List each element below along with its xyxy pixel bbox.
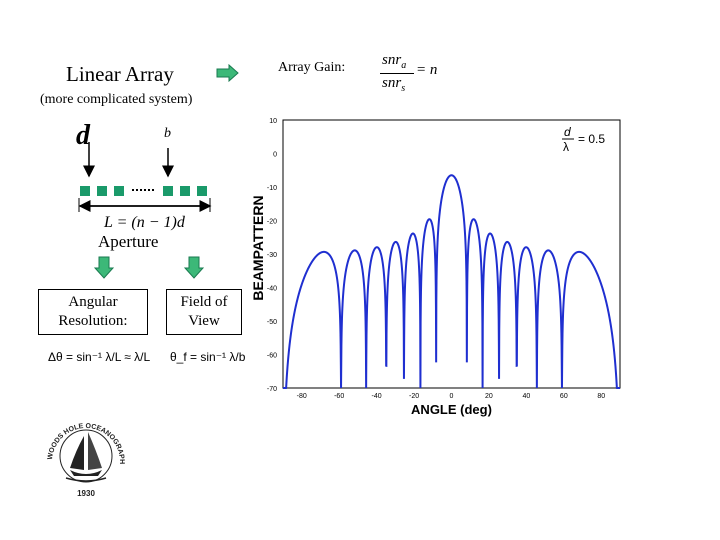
aperture-label: Aperture	[98, 232, 159, 251]
down-arrow-icon	[184, 256, 204, 279]
angular-resolution-box: Angular Resolution:	[38, 289, 148, 335]
x-tick-label: 40	[522, 393, 530, 400]
gain-formula: snra snrs = n	[380, 52, 440, 96]
whoi-logo: WOODS HOLE OCEANOGRAPHIC INSTITUTION 193…	[40, 410, 125, 498]
ship-sail-icon	[70, 436, 84, 470]
field-of-view-label: Field of View	[180, 294, 228, 329]
gain-label: Array Gain:	[278, 60, 346, 75]
gain-num-sub: a	[401, 60, 407, 71]
array-element	[163, 186, 173, 196]
fov-formula: θ_f = sin⁻¹ λ/b	[170, 350, 246, 364]
array-element	[114, 186, 124, 196]
x-tick-label: -80	[297, 393, 307, 400]
down-arrow-icon	[94, 256, 114, 279]
logo-ring	[59, 429, 113, 483]
y-tick-label: -50	[267, 319, 277, 326]
gain-rhs: = n	[416, 62, 438, 78]
b-label: b	[164, 126, 171, 141]
title: Linear Array	[66, 62, 174, 86]
y-tick-label: 0	[273, 152, 277, 159]
beampattern-line	[283, 174, 620, 389]
angular-resolution-label: Angular Resolution:	[58, 294, 128, 329]
x-tick-label: -60	[334, 393, 344, 400]
gain-den: snr	[382, 75, 402, 91]
d-label: d	[76, 120, 90, 151]
field-of-view-box: Field of View	[166, 289, 242, 335]
beampattern-chart: 10 0 -10 -20 -30 -40 -50 -60 -70 -80 -60 -40 -20 0 20 4…	[267, 118, 621, 417]
length-formula: L = (n − 1)d	[104, 214, 185, 231]
d-over-lambda-annotation: d λ = 0.5	[562, 125, 605, 154]
wave-icon	[65, 477, 107, 482]
y-tick-label: -10	[267, 185, 277, 192]
annotation-rhs: = 0.5	[578, 132, 605, 146]
y-tick-label: 10	[269, 118, 277, 125]
x-tick-label: 20	[485, 393, 493, 400]
ship-hull-icon	[70, 470, 102, 476]
y-tick-label: -70	[267, 386, 277, 393]
annotation-den: λ	[563, 140, 569, 154]
y-tick-label: -30	[267, 252, 277, 259]
array-element	[197, 186, 207, 196]
array-element	[80, 186, 90, 196]
subtitle: (more complicated system)	[40, 92, 193, 107]
array-element	[97, 186, 107, 196]
y-tick-label: -60	[267, 353, 277, 360]
array-elements-diagram	[78, 142, 212, 212]
x-tick-label: 0	[450, 393, 454, 400]
x-tick-label: -40	[372, 393, 382, 400]
angular-formula: Δθ = sin⁻¹ λ/L ≈ λ/L	[48, 350, 151, 364]
x-tick-label: 60	[560, 393, 568, 400]
gain-num: snr	[382, 52, 402, 68]
x-tick-label: -20	[409, 393, 419, 400]
logo-year: 1930	[77, 489, 95, 498]
x-axis-title: ANGLE (deg)	[411, 402, 492, 417]
ship-sail-icon	[88, 432, 102, 470]
array-element	[180, 186, 190, 196]
right-arrow-icon	[216, 64, 239, 82]
gain-den-sub: s	[401, 83, 406, 94]
x-tick-label: 80	[597, 393, 605, 400]
annotation-num: d	[564, 125, 571, 139]
plot-frame	[282, 119, 621, 389]
y-tick-label: -20	[267, 219, 277, 226]
y-tick-label: -40	[267, 286, 277, 293]
